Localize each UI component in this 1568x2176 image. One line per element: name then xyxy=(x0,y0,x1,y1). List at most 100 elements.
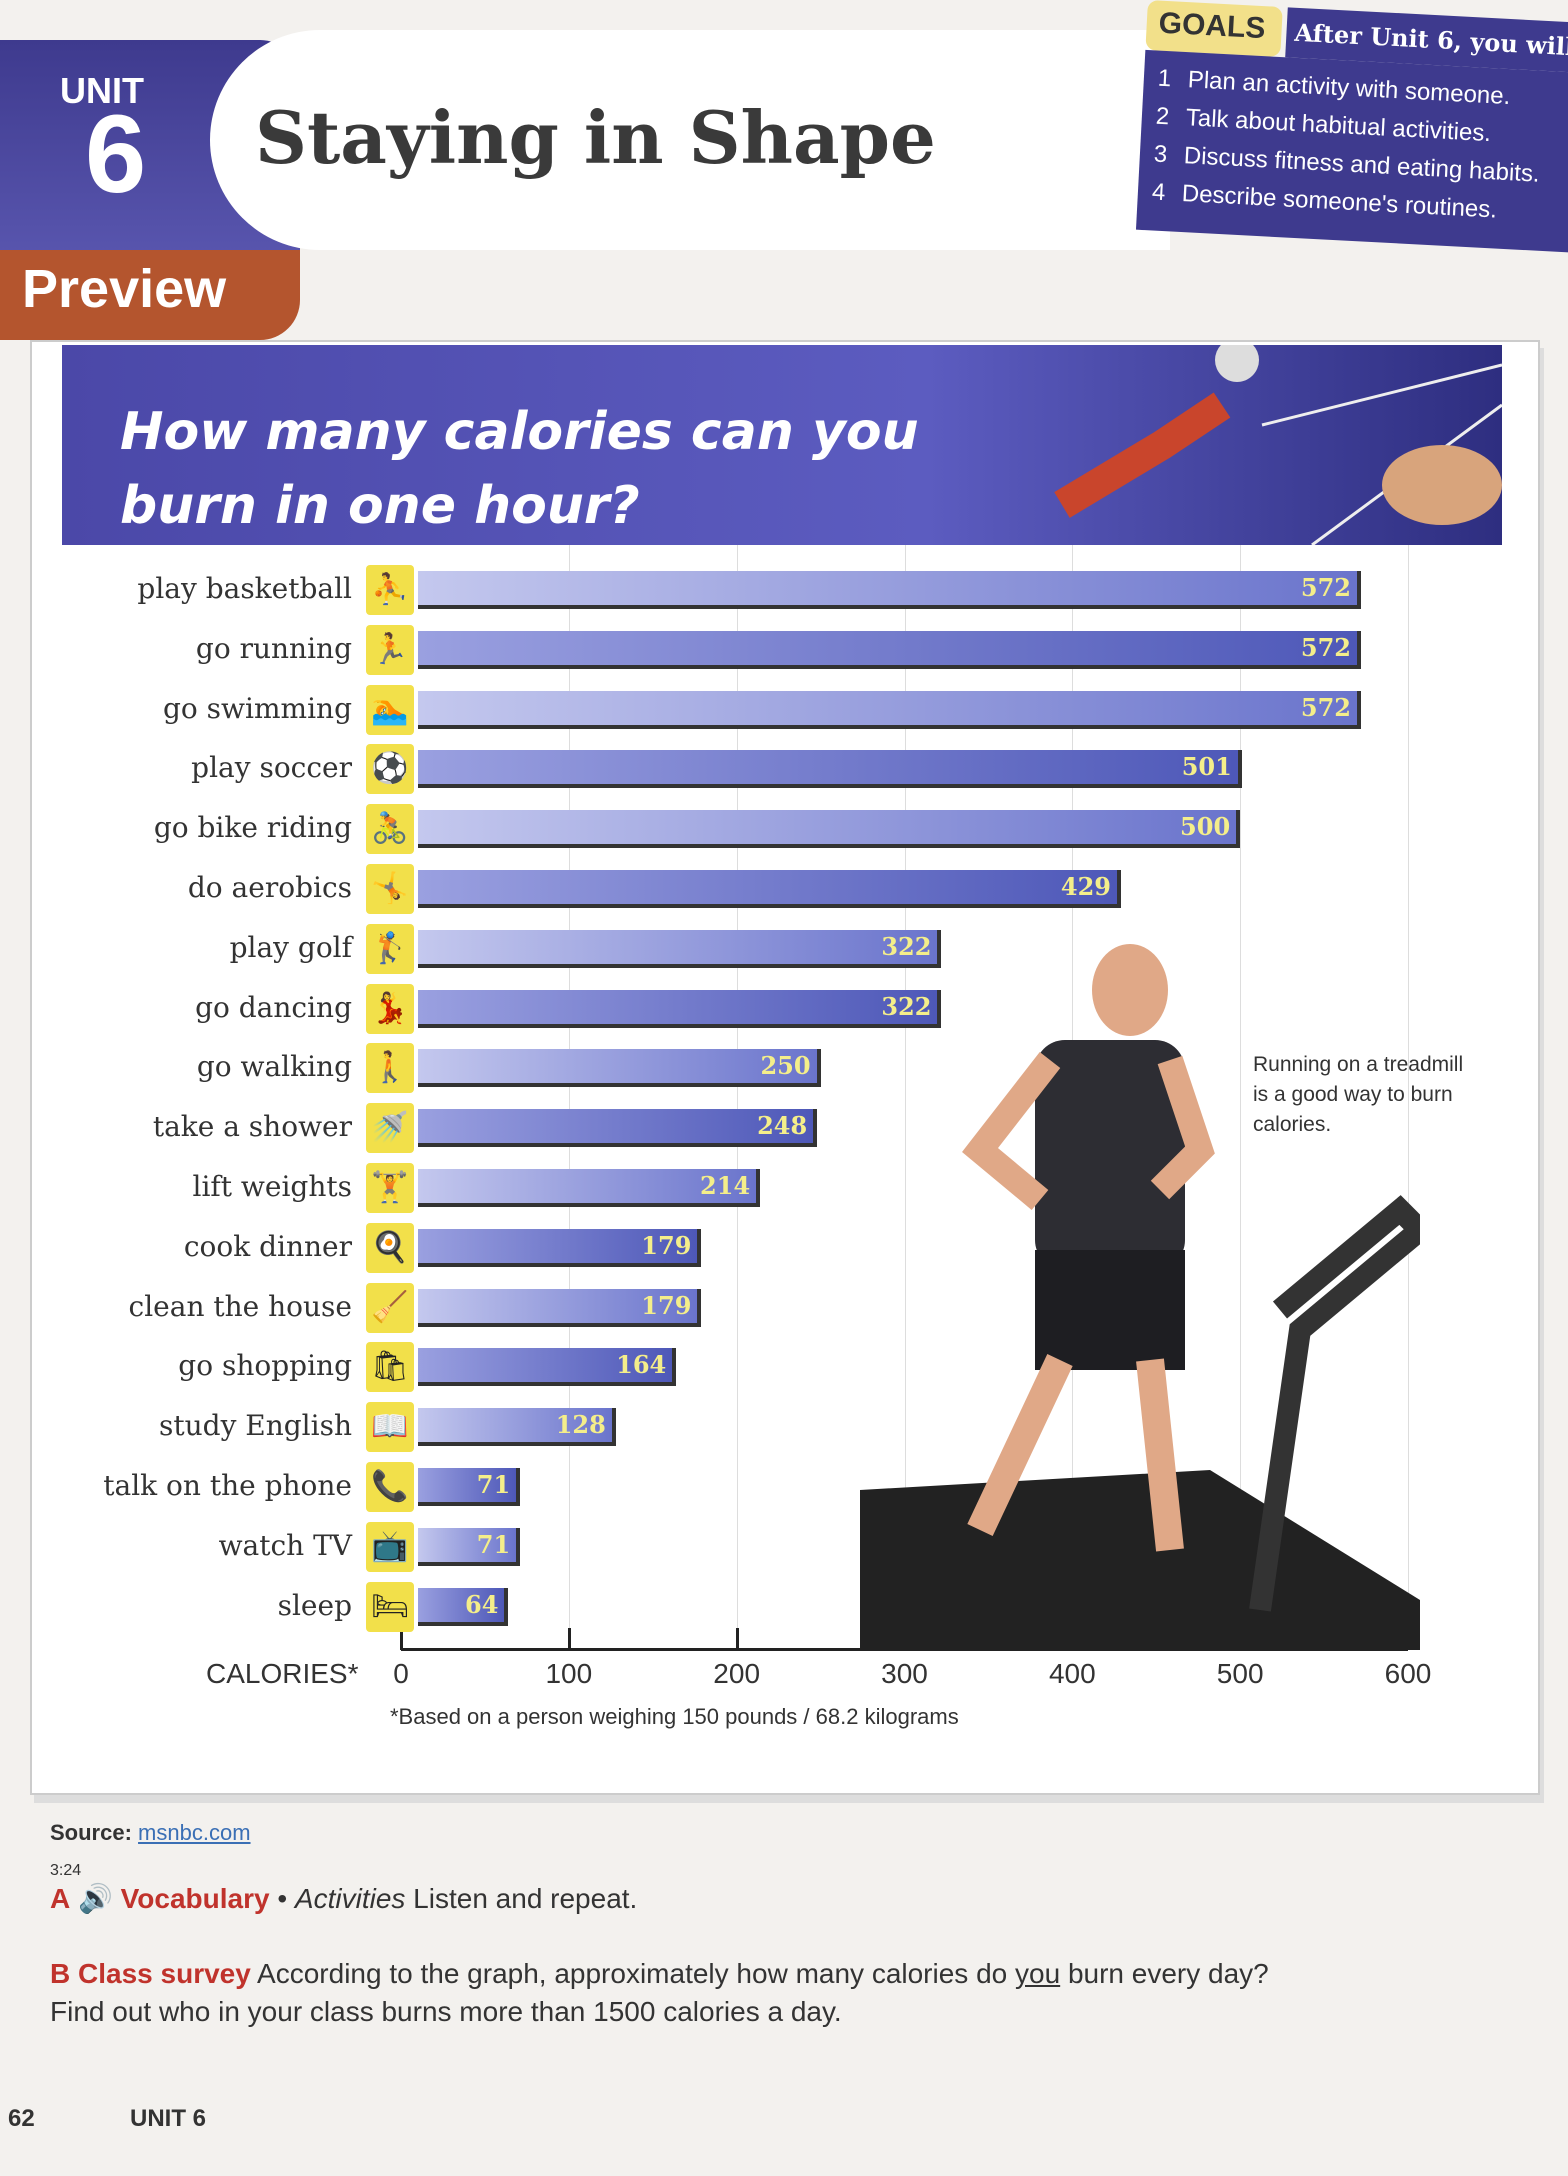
shopping-icon: 🛍 xyxy=(366,1342,414,1393)
category-label: go dancing xyxy=(195,990,352,1024)
runner-icon: 🏃 xyxy=(366,624,414,675)
bar: 572 xyxy=(418,690,1361,729)
soccer-player-icon: ⚽ xyxy=(366,744,414,795)
x-tick-label: 500 xyxy=(1216,1658,1264,1689)
x-axis xyxy=(401,1648,1408,1651)
swimmer-icon: 🏊 xyxy=(366,684,414,735)
x-tick xyxy=(735,1628,739,1650)
chart-footnote: *Based on a person weighing 150 pounds /… xyxy=(390,1704,959,1729)
x-tick-label: 400 xyxy=(1048,1658,1096,1689)
cyclist-icon: 🚴 xyxy=(366,804,414,855)
x-tick-label: 0 xyxy=(393,1658,409,1689)
page-number: 62 xyxy=(8,2105,35,2132)
bar: 572 xyxy=(418,571,1361,609)
category-label: watch TV xyxy=(218,1528,352,1562)
bar: 429 xyxy=(418,870,1121,908)
title-card xyxy=(210,30,1170,250)
goals-tab: GOALS xyxy=(1145,0,1283,57)
footer-unit: UNIT 6 xyxy=(130,2105,207,2132)
bar-value-label: 164 xyxy=(616,1350,667,1380)
bar: 322 xyxy=(418,989,942,1028)
category-label: go swimming xyxy=(163,691,352,725)
bar-value-label: 71 xyxy=(476,1529,511,1559)
bar: 64 xyxy=(418,1587,509,1626)
dancers-icon: 💃 xyxy=(366,983,414,1034)
bar: 248 xyxy=(418,1109,818,1148)
bar-value-label: 71 xyxy=(476,1470,511,1499)
x-tick-label: 300 xyxy=(881,1658,928,1689)
bar-value-label: 179 xyxy=(641,1290,692,1320)
basketball-player-icon: ⛹ xyxy=(366,565,414,615)
bar-value-label: 572 xyxy=(1300,573,1351,602)
preview-tab: Preview xyxy=(0,250,300,340)
unit-label: UNIT xyxy=(60,70,144,111)
bar-value-label: 248 xyxy=(757,1111,808,1141)
bar-value-label: 572 xyxy=(1300,632,1351,662)
bar-value-label: 179 xyxy=(641,1230,692,1260)
category-label: study English xyxy=(158,1409,352,1443)
category-label: play soccer xyxy=(191,751,352,785)
bar: 179 xyxy=(418,1288,702,1327)
category-label: go running xyxy=(195,631,352,665)
chart-title-band xyxy=(62,345,1502,545)
goals-box: GOALS After Unit 6, you will be able 1Pl… xyxy=(1135,0,1568,262)
page-title: Staying in Shape xyxy=(255,95,936,180)
x-tick-label: 200 xyxy=(713,1658,761,1689)
golfer-icon: 🏌 xyxy=(366,923,414,974)
unit-number: 6 xyxy=(85,93,147,216)
bar: 164 xyxy=(418,1348,677,1387)
cooking-icon: 🍳 xyxy=(366,1222,414,1273)
category-label: sleep xyxy=(277,1588,352,1622)
bar: 128 xyxy=(418,1408,616,1447)
category-label: talk on the phone xyxy=(103,1469,352,1502)
volleyball-photo-icon xyxy=(1054,345,1502,545)
bar: 250 xyxy=(418,1049,821,1088)
bar: 214 xyxy=(418,1169,761,1207)
photo-caption: Running on a treadmill is a good way to … xyxy=(1253,1053,1464,1136)
walker-icon: 🚶 xyxy=(366,1043,414,1094)
bar-value-label: 322 xyxy=(881,991,932,1021)
studying-icon: 📖 xyxy=(366,1402,414,1453)
gridline xyxy=(1408,545,1409,1649)
x-tick xyxy=(400,1628,403,1650)
weightlifter-icon: 🏋 xyxy=(366,1163,414,1213)
gridline xyxy=(568,545,570,1649)
audio-track: 3:24 xyxy=(50,1862,82,1879)
chart-title: How many calories can you burn in one ho… xyxy=(120,402,919,536)
category-label: clean the house xyxy=(128,1289,352,1323)
x-tick-label: 100 xyxy=(545,1658,593,1689)
exercise-b: B Class survey According to the graph, a… xyxy=(50,1958,1269,2027)
category-label: take a shower xyxy=(152,1110,352,1144)
bar: 322 xyxy=(418,929,942,968)
gridline xyxy=(1240,545,1242,1649)
category-label: go shopping xyxy=(178,1349,352,1383)
bar-value-label: 64 xyxy=(465,1589,499,1619)
bed-icon: 🛏 xyxy=(366,1581,414,1632)
x-axis-label: CALORIES* xyxy=(206,1658,359,1689)
bar-value-label: 501 xyxy=(1181,752,1232,782)
shower-icon: 🚿 xyxy=(366,1103,414,1154)
category-label: do aerobics xyxy=(187,871,352,904)
bar-value-label: 214 xyxy=(700,1171,751,1200)
gridline xyxy=(736,545,738,1649)
category-label: go walking xyxy=(196,1050,352,1084)
bar-value-label: 322 xyxy=(881,931,932,961)
source-line: Source: msnbc.com xyxy=(50,1820,251,1845)
goals-list: 1 Plan an activity with someone. 2 Talk ab… xyxy=(1135,49,1568,253)
speaker-icon[interactable]: 🔊 xyxy=(78,1883,113,1914)
category-label: lift weights xyxy=(192,1170,353,1203)
bar-value-label: 572 xyxy=(1300,692,1351,722)
bar-value-label: 250 xyxy=(760,1051,811,1081)
gridline xyxy=(904,545,906,1649)
category-label: play golf xyxy=(229,930,352,964)
bar: 500 xyxy=(418,810,1241,849)
cleaning-icon: 🧹 xyxy=(366,1282,414,1333)
source-link[interactable]: msnbc.com xyxy=(138,1820,251,1845)
tv-icon: 📺 xyxy=(366,1521,414,1572)
category-label: go bike riding xyxy=(153,811,352,845)
treadmill-runner-photo xyxy=(860,944,1420,1650)
bar: 71 xyxy=(418,1468,521,1506)
bar-value-label: 128 xyxy=(555,1410,606,1440)
bar-value-label: 429 xyxy=(1060,872,1111,901)
x-tick xyxy=(567,1628,571,1650)
